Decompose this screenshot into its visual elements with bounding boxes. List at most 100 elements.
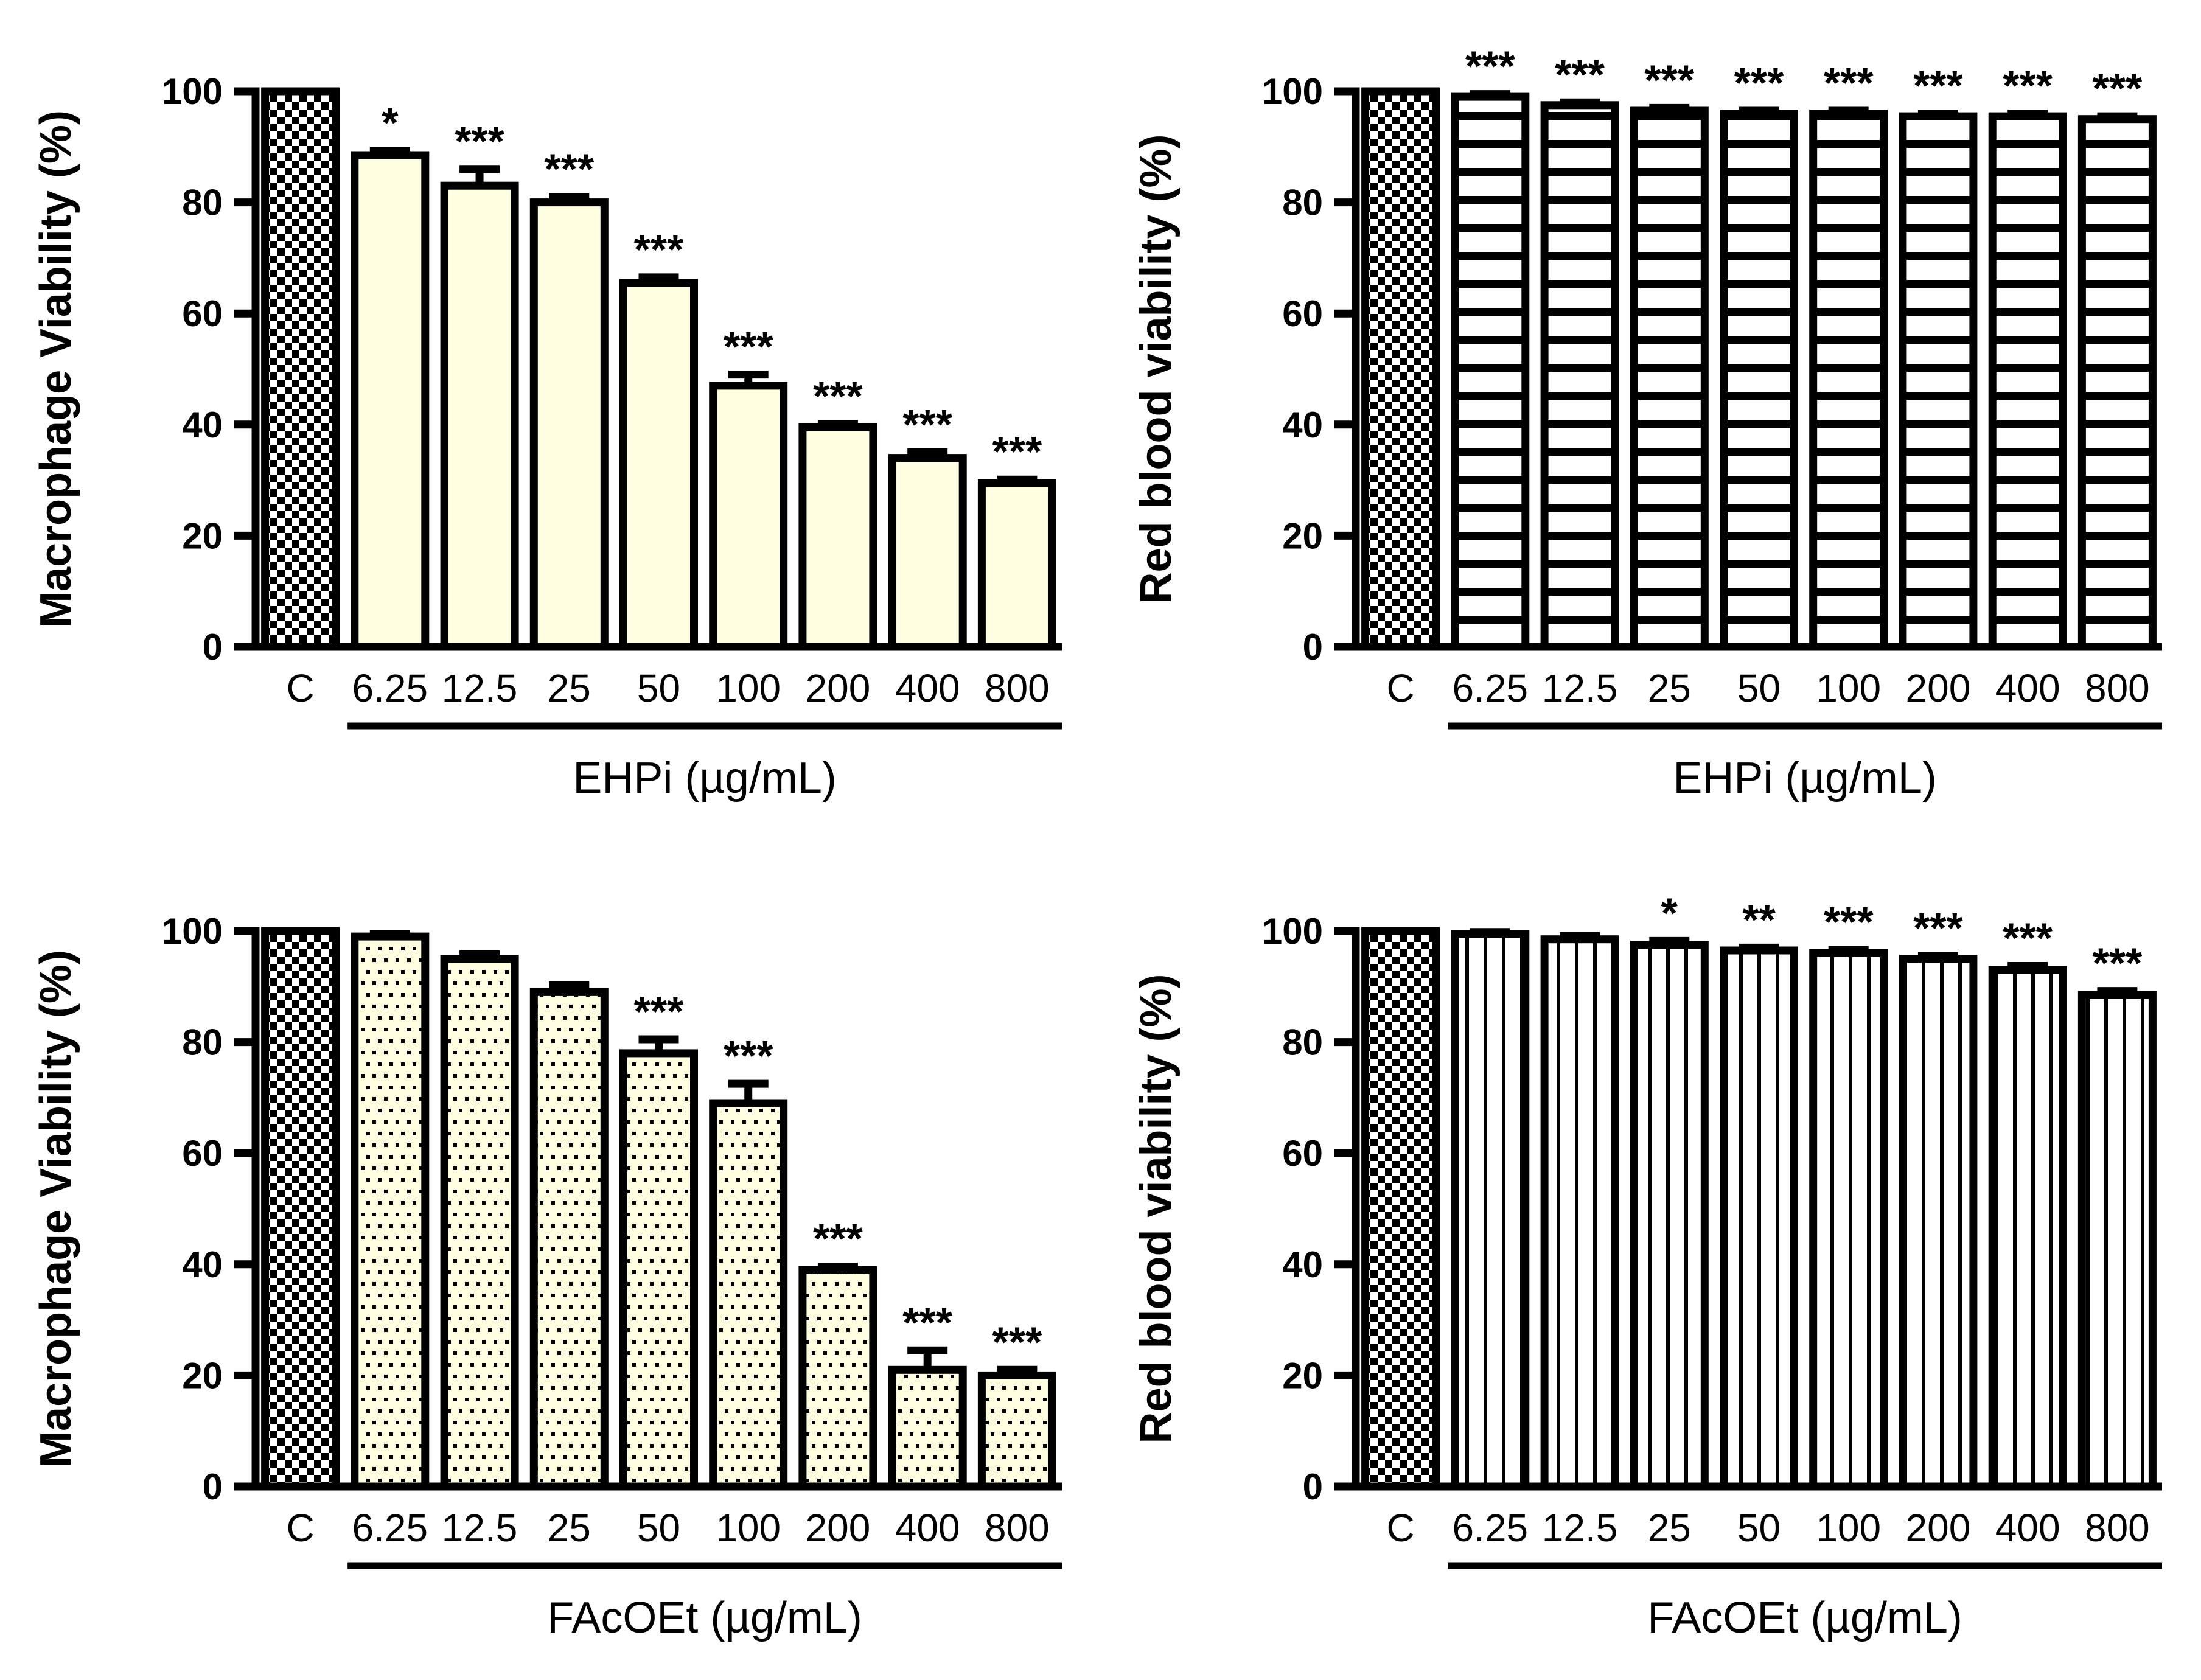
x-tick-label: 800 (985, 1506, 1050, 1550)
y-tick-label: 60 (1282, 293, 1323, 334)
x-tick-label: 12.5 (1542, 1506, 1618, 1550)
x-tick-label: 200 (806, 1506, 871, 1550)
bar-50 (1720, 946, 1798, 1491)
bar-50 (1720, 110, 1798, 651)
y-tick-label: 60 (182, 293, 223, 334)
bar-C (1361, 927, 1440, 1491)
x-axis-group-label: EHPi (µg/mL) (1673, 754, 1937, 803)
bar-200 (798, 423, 877, 651)
x-tick-label: 800 (2085, 666, 2150, 710)
significance-label: *** (544, 145, 594, 193)
x-tick-label: 100 (716, 666, 781, 710)
bar-50 (619, 1049, 698, 1491)
significance-label: *** (2003, 915, 2053, 962)
x-tick-label: 50 (637, 1506, 680, 1550)
y-tick-label: 100 (1262, 911, 1323, 952)
significance-label: *** (2093, 64, 2143, 112)
chart-svg-bl: C 6.25 12.5 25 50 100 200 400 800 0 20 40 60 80 100 Mac… (32, 911, 1062, 1642)
chart-red-blood-viability-ehpi: C 6.25 12.5 25 50 100 200 400 800 0 20 40 60 80 100 Red… (1100, 0, 2201, 840)
y-tick-label: 60 (182, 1133, 223, 1174)
y-tick-label: 100 (162, 71, 223, 112)
significance-label: *** (455, 117, 504, 165)
y-tick-label: 80 (182, 1022, 223, 1063)
y-tick-label: 80 (1282, 1022, 1323, 1063)
significance-label: *** (1734, 59, 1784, 106)
x-tick-label: C (1387, 1506, 1415, 1550)
x-tick-label: 800 (2085, 1506, 2150, 1550)
y-tick-label: 20 (182, 515, 223, 556)
y-tick-label: 40 (1282, 405, 1323, 445)
x-tick-label: 100 (716, 1506, 781, 1550)
x-axis-group-label: FAcOEt (µg/mL) (1647, 1594, 1962, 1642)
chart-red-blood-viability-facoet: C 6.25 12.5 25 50 100 200 400 800 0 20 40 60 80 100 Red… (1100, 840, 2201, 1680)
significance-label: ** (1742, 896, 1776, 943)
y-axis-title: Macrophage Viability (%) (32, 950, 80, 1468)
x-tick-label: 25 (548, 1506, 591, 1550)
y-tick-label: 40 (1282, 1244, 1323, 1285)
x-tick-label: 200 (1906, 1506, 1971, 1550)
x-tick-label: 25 (1648, 1506, 1691, 1550)
significance-label: *** (992, 1318, 1042, 1365)
chart-svg-tr: C 6.25 12.5 25 50 100 200 400 800 0 20 40 60 80 100 Red… (1132, 43, 2162, 803)
bar-400 (1988, 966, 2067, 1491)
bar-100 (1809, 949, 1888, 1491)
significance-label: *** (1824, 59, 1874, 106)
bar-12.5 (1540, 935, 1619, 1491)
bar-800 (977, 1371, 1056, 1491)
significance-label: *** (2003, 62, 2053, 110)
bar-12.5 (1540, 101, 1619, 651)
significance-label: *** (1913, 904, 1963, 952)
significance-label: *** (634, 988, 684, 1035)
x-tick-label: 25 (1648, 666, 1691, 710)
bar-400 (888, 454, 967, 651)
bar-400 (888, 1365, 967, 1491)
bar-C (1361, 87, 1440, 651)
x-tick-label: 100 (1816, 666, 1881, 710)
x-tick-label: 12.5 (442, 666, 518, 710)
significance-label: *** (1824, 898, 1874, 946)
x-tick-label: 50 (1737, 666, 1781, 710)
significance-label: *** (813, 1215, 863, 1263)
x-tick-label: 400 (895, 666, 960, 710)
bar-25 (529, 988, 609, 1491)
significance-label: *** (724, 1032, 773, 1079)
significance-label: *** (813, 372, 863, 420)
bar-800 (977, 479, 1056, 651)
y-tick-label: 40 (182, 1244, 223, 1285)
y-tick-label: 20 (1282, 515, 1323, 556)
significance-label: *** (902, 401, 952, 448)
significance-label: *** (1644, 56, 1694, 103)
x-tick-label: 6.25 (352, 666, 428, 710)
y-tick-label: 80 (182, 183, 223, 223)
x-tick-label: 6.25 (352, 1506, 428, 1550)
bar-25 (529, 198, 609, 651)
bar-100 (709, 1099, 788, 1491)
y-tick-label: 20 (1282, 1355, 1323, 1396)
bar-C (261, 87, 340, 651)
bar-200 (1899, 112, 1978, 651)
significance-label: *** (634, 226, 684, 273)
y-tick-label: 100 (1262, 71, 1323, 112)
bar-800 (2077, 115, 2157, 651)
significance-label: *** (1913, 62, 1963, 110)
chart-svg-br: C 6.25 12.5 25 50 100 200 400 800 0 20 40 60 80 100 Red… (1132, 889, 2162, 1642)
y-axis-title: Red blood viability (%) (1132, 974, 1181, 1443)
y-tick-label: 0 (203, 627, 223, 667)
x-axis-group-label: FAcOEt (µg/mL) (547, 1594, 862, 1642)
significance-label: * (382, 99, 399, 147)
significance-label: *** (2093, 939, 2143, 987)
bar-6.25 (351, 151, 430, 651)
bar-6.25 (351, 932, 430, 1491)
x-tick-label: 400 (1995, 1506, 2060, 1550)
bar-6.25 (1451, 930, 1530, 1491)
bar-200 (1899, 955, 1978, 1491)
bar-200 (798, 1266, 877, 1491)
y-tick-label: 100 (162, 911, 223, 952)
bar-12.5 (440, 181, 519, 651)
y-axis-title: Macrophage Viability (%) (32, 110, 80, 628)
significance-label: *** (1465, 43, 1515, 90)
y-tick-label: 0 (1303, 627, 1323, 667)
bar-50 (619, 279, 698, 651)
bar-800 (2077, 991, 2157, 1491)
